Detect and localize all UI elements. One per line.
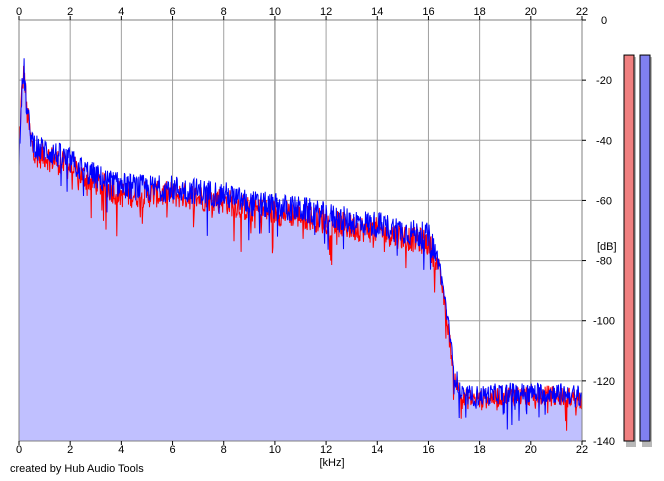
series-lines: [18, 58, 583, 431]
x-axis-top: 0 2 4 6 8 10 12 14 16 18 20 22: [16, 6, 588, 20]
spectrum-fill-area: [19, 58, 582, 441]
x-tick-label-top: 12: [320, 6, 332, 18]
x-tick-label-bottom: 2: [67, 444, 73, 456]
y-tick-label: -100: [593, 316, 615, 328]
x-tick-label-bottom: 16: [422, 444, 434, 456]
y-tick-label: -40: [596, 135, 612, 147]
x-tick-label-bottom: 10: [269, 444, 281, 456]
x-tick-label-bottom: 18: [474, 444, 486, 456]
level-meter-left: [623, 54, 635, 442]
x-tick-label-bottom: 20: [525, 444, 537, 456]
y-axis-label: [dB]: [597, 241, 617, 253]
y-tick-label: 0: [601, 15, 607, 27]
x-tick-label-bottom: 22: [576, 444, 588, 456]
x-tick-label-top: 18: [474, 6, 486, 18]
x-tick-label-bottom: 6: [169, 444, 175, 456]
level-meters: [623, 54, 652, 448]
level-meter-right: [639, 54, 651, 442]
y-tick-label: -60: [596, 195, 612, 207]
series-line-right: [18, 58, 583, 430]
y-tick-label: -140: [593, 436, 615, 448]
x-tick-label-top: 14: [371, 6, 383, 18]
credit-text: created by Hub Audio Tools: [10, 463, 144, 475]
x-tick-label-bottom: 0: [16, 444, 22, 456]
plot-frame: [18, 19, 583, 442]
x-axis-bottom: 0 2 4 6 8 10 12 14 16 18 20 22: [16, 441, 588, 456]
y-tick-label: -80: [596, 256, 612, 268]
x-tick-label-top: 20: [525, 6, 537, 18]
x-tick-label-top: 22: [576, 6, 588, 18]
x-tick-label-top: 2: [67, 6, 73, 18]
x-tick-label-top: 10: [269, 6, 281, 18]
y-axis: 0 -20 -40 -60 -80 -100 -120 -140: [582, 15, 615, 448]
x-axis-label: [kHz]: [319, 457, 344, 469]
x-tick-label-top: 6: [169, 6, 175, 18]
x-tick-label-bottom: 8: [221, 444, 227, 456]
x-tick-label-top: 8: [221, 6, 227, 18]
y-tick-label: -120: [593, 376, 615, 388]
x-tick-label-bottom: 4: [118, 444, 124, 456]
y-tick-label: -20: [596, 75, 612, 87]
x-tick-label-top: 4: [118, 6, 124, 18]
x-tick-label-top: 0: [16, 6, 22, 18]
x-tick-label-bottom: 12: [320, 444, 332, 456]
x-tick-label-top: 16: [422, 6, 434, 18]
x-tick-label-bottom: 14: [371, 444, 383, 456]
